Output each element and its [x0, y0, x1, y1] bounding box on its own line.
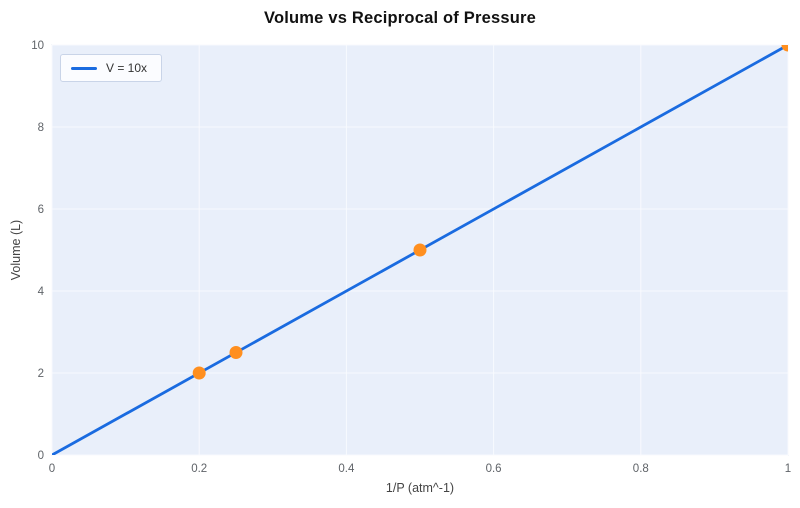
x-tick-label: 0 [49, 463, 55, 475]
y-tick-label: 6 [38, 204, 44, 216]
scatter-point [781, 45, 788, 52]
legend: V = 10x [60, 54, 163, 82]
y-tick-label: 8 [38, 122, 44, 134]
x-axis-label: 1/P (atm^-1) [385, 481, 455, 495]
x-tick-label: 0.6 [486, 463, 502, 475]
scatter-point [229, 346, 243, 359]
x-tick-label: 0.8 [633, 463, 649, 475]
chart-title: Volume vs Reciprocal of Pressure [263, 9, 537, 27]
scatter-point [192, 366, 206, 380]
x-tick-label: 1 [785, 463, 791, 475]
y-tick-label: 10 [31, 40, 44, 52]
legend-label: V = 10x [106, 61, 148, 75]
y-tick-label: 4 [38, 286, 45, 298]
y-tick-label: 2 [38, 368, 44, 380]
scatter-point [413, 243, 427, 257]
x-tick-label: 0.4 [338, 463, 355, 475]
y-axis-label: Volume (L) [9, 219, 23, 281]
x-tick-label: 0.2 [191, 463, 207, 475]
legend-line-swatch [71, 66, 97, 70]
y-tick-label: 0 [38, 450, 44, 462]
